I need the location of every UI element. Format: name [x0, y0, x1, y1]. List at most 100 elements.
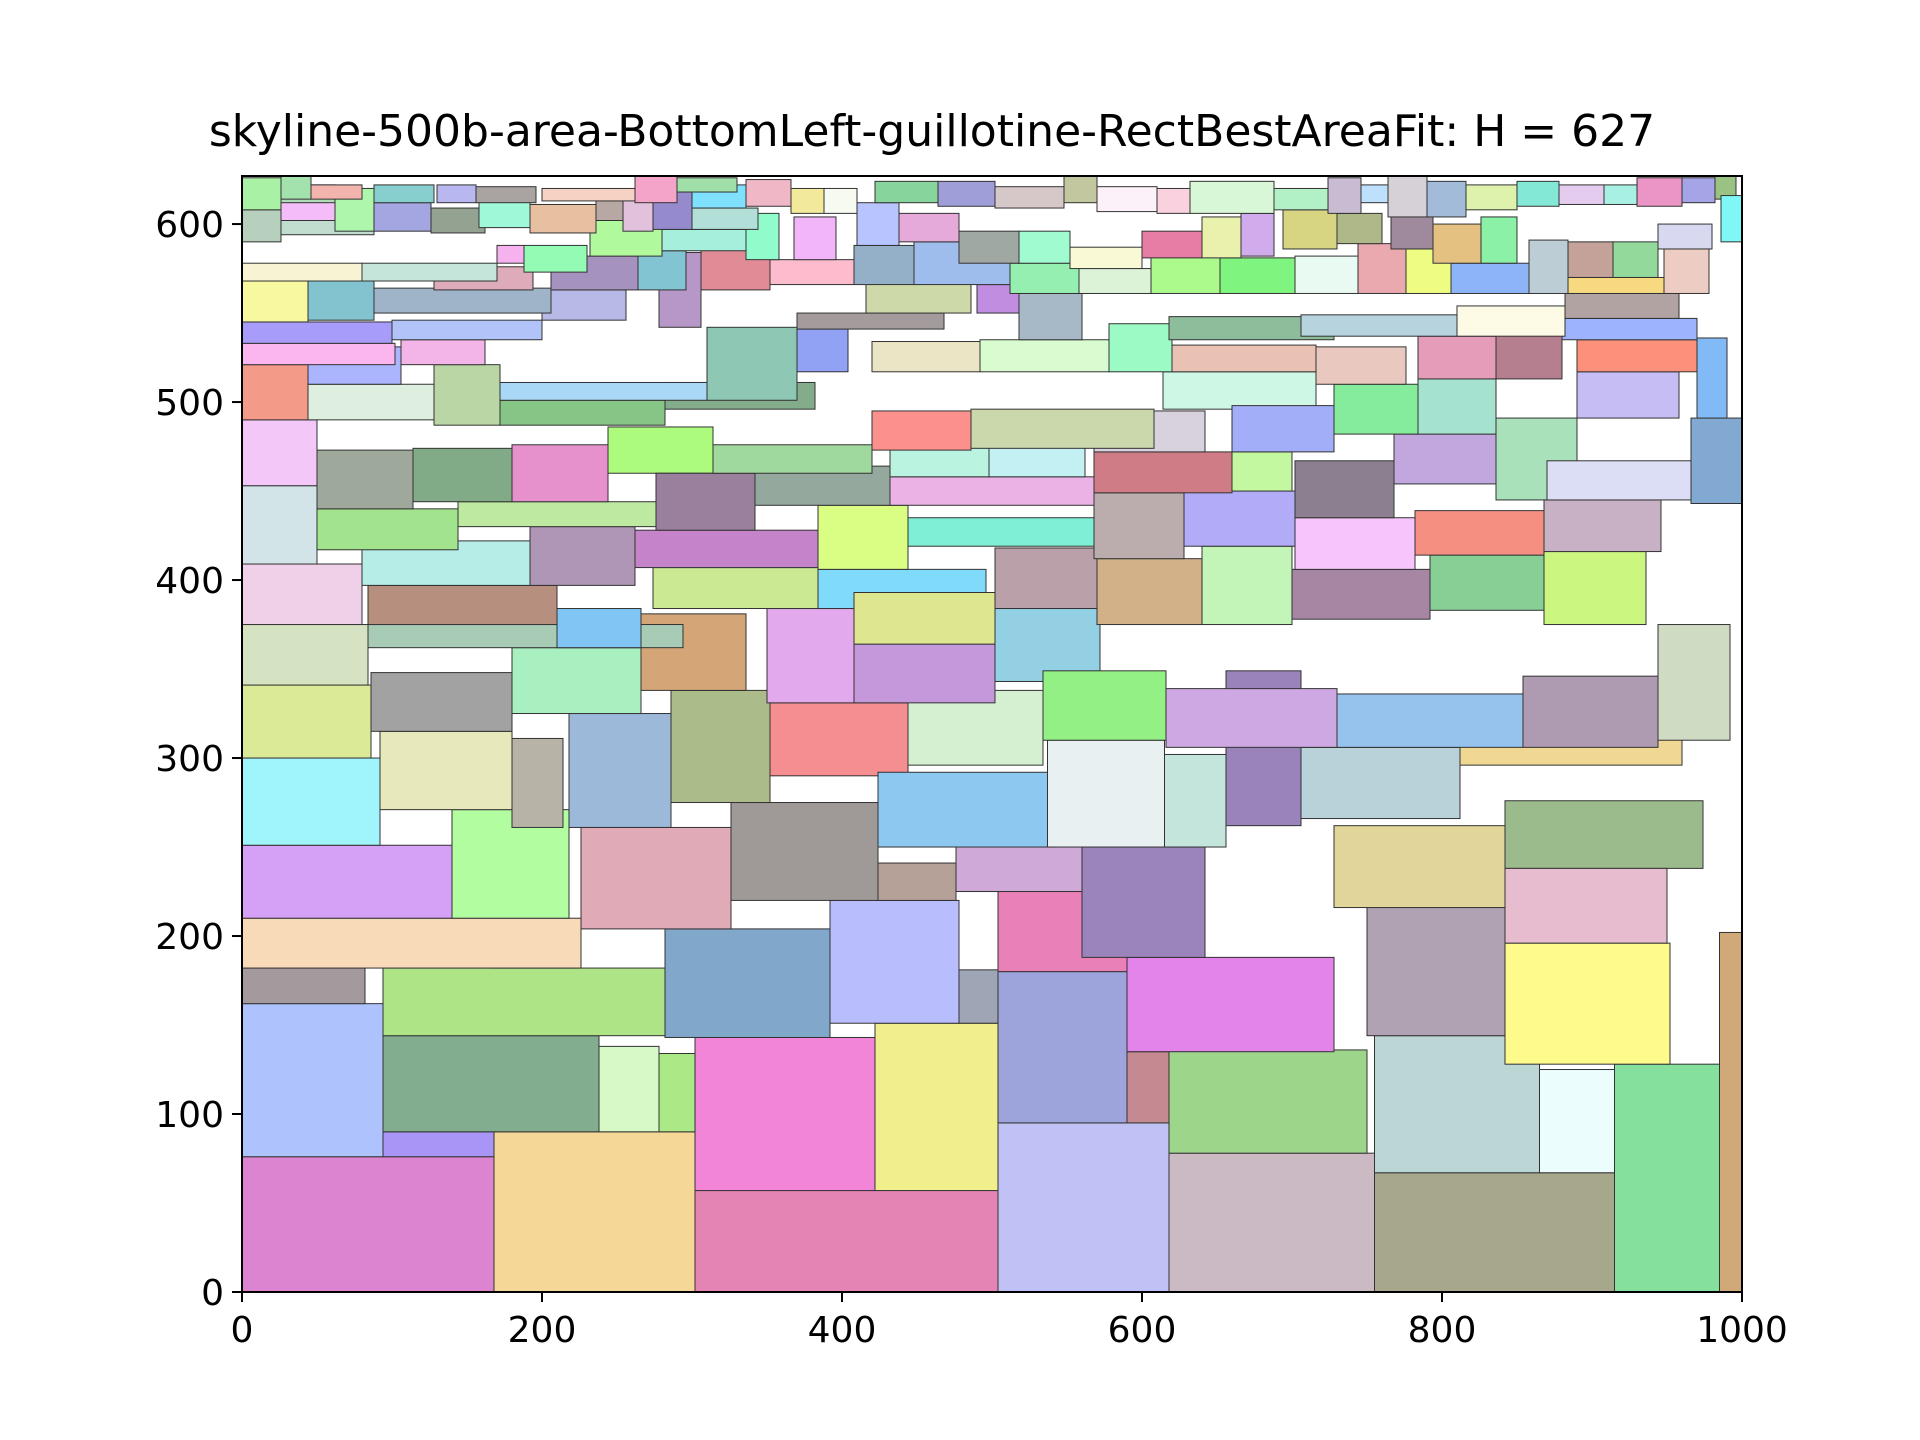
packed-rect-177	[523, 244, 588, 273]
packed-rect-165	[1150, 253, 1221, 294]
packed-rect-117	[712, 444, 873, 474]
packed-rect-96	[412, 447, 513, 503]
packed-rect-45	[670, 689, 771, 804]
packed-rect-39	[1504, 800, 1704, 869]
packed-rect-46	[769, 702, 909, 777]
packed-rect-55	[370, 672, 513, 732]
x-axis: 0 200 400 600 800 1000	[231, 1292, 1788, 1351]
packed-rect-129	[499, 381, 708, 401]
packed-rect-122	[1231, 405, 1335, 453]
packed-rect-210	[691, 207, 759, 230]
packed-rect-237	[1516, 180, 1560, 207]
packed-rect-95	[316, 449, 414, 510]
packed-rect-35	[877, 862, 957, 901]
packed-rect-44	[568, 713, 672, 828]
packed-rect-239	[1603, 184, 1638, 205]
packed-rect-133	[979, 339, 1110, 373]
packed-rect-81	[1429, 554, 1545, 611]
packed-rect-73	[529, 526, 636, 586]
packed-rect-127	[242, 342, 396, 366]
packed-rect-229	[1156, 187, 1191, 214]
packed-rect-59	[766, 608, 855, 704]
packed-rect-128	[400, 339, 486, 366]
packed-rect-126	[1576, 339, 1707, 373]
packed-rect-115	[433, 364, 501, 426]
packed-rect-78	[1096, 558, 1203, 626]
packed-rect-228	[1096, 186, 1158, 213]
packed-rect-148	[1018, 292, 1083, 341]
packed-rect-91	[1294, 517, 1416, 570]
packed-rect-189	[1240, 212, 1275, 257]
packed-rect-24	[829, 899, 960, 1024]
packed-rect-7	[1719, 931, 1742, 1292]
packed-rect-191	[1336, 212, 1383, 245]
packed-rect-184	[958, 230, 1020, 264]
packed-rect-108	[1393, 433, 1497, 485]
packed-rect-143	[541, 289, 627, 321]
packed-rect-194	[1480, 216, 1518, 264]
packed-rect-64	[1336, 693, 1524, 748]
packed-rect-240	[1636, 177, 1683, 207]
packed-rect-171	[1528, 239, 1569, 294]
packed-rect-203	[373, 202, 432, 232]
packed-rect-217	[475, 186, 537, 204]
packed-rect-168	[1357, 243, 1407, 294]
packed-rect-136	[1315, 346, 1407, 385]
y-tick-label-300: 300	[155, 739, 224, 780]
packed-rect-182	[856, 202, 900, 246]
packed-rect-56	[242, 624, 369, 686]
x-tick-label-800: 800	[1408, 1310, 1477, 1351]
packed-rect-3	[997, 1122, 1170, 1292]
packed-rect-125	[1576, 371, 1680, 419]
packed-rect-223	[823, 187, 858, 214]
y-tick-label-600: 600	[155, 205, 224, 246]
packed-rect-226	[994, 186, 1065, 209]
packed-rect-134	[1108, 323, 1173, 373]
packed-rect-225	[937, 180, 996, 207]
packed-rect-9	[382, 1131, 495, 1158]
packed-rect-120	[970, 408, 1155, 449]
packed-rect-232	[1327, 177, 1362, 214]
packed-rect-101	[889, 476, 1095, 506]
packed-rect-41	[242, 757, 381, 846]
packed-rect-193	[1432, 223, 1482, 264]
packed-rect-186	[1069, 246, 1143, 270]
x-tick-label-0: 0	[231, 1310, 254, 1351]
packed-rect-219	[634, 176, 678, 204]
packed-rect-158	[637, 250, 687, 291]
packed-rect-112	[242, 364, 309, 421]
packed-rect-231	[1273, 187, 1329, 211]
packed-rect-82	[1543, 551, 1647, 626]
packed-rect-227	[1063, 176, 1098, 204]
packed-rect-196	[1612, 241, 1659, 278]
packed-rect-61	[994, 608, 1101, 682]
packed-rect-52	[1300, 746, 1461, 820]
packed-rect-54	[242, 684, 372, 759]
chart-title: skyline-500b-area-BottomLeft-guillotine-…	[209, 106, 1655, 157]
y-tick-label-0: 0	[201, 1273, 224, 1314]
packed-rect-31	[242, 844, 453, 919]
packed-rect-66	[1657, 624, 1731, 741]
packed-rect-14	[874, 1022, 999, 1192]
packed-rect-179	[661, 228, 747, 252]
packed-rect-11	[598, 1045, 660, 1133]
packed-rect-43	[511, 737, 564, 828]
packed-rect-99	[655, 472, 756, 531]
packed-rect-175	[361, 262, 498, 282]
y-tick-label-100: 100	[155, 1095, 224, 1136]
packed-rect-216	[436, 184, 477, 204]
packed-rect-98	[607, 426, 714, 474]
packed-rect-76	[853, 591, 996, 645]
packed-rect-4	[1168, 1152, 1375, 1292]
packed-rect-47	[877, 771, 1056, 848]
packed-rect-195	[1567, 241, 1614, 278]
packed-rect-213	[280, 176, 312, 200]
packed-rect-243	[1720, 195, 1742, 243]
packed-rect-65	[1522, 675, 1659, 748]
packed-rect-215	[373, 184, 435, 204]
packed-rect-153	[242, 280, 309, 323]
packed-rect-84	[316, 508, 459, 551]
packed-rect-116	[499, 399, 666, 426]
packed-rect-15	[997, 971, 1128, 1124]
packed-rect-142	[391, 319, 543, 341]
